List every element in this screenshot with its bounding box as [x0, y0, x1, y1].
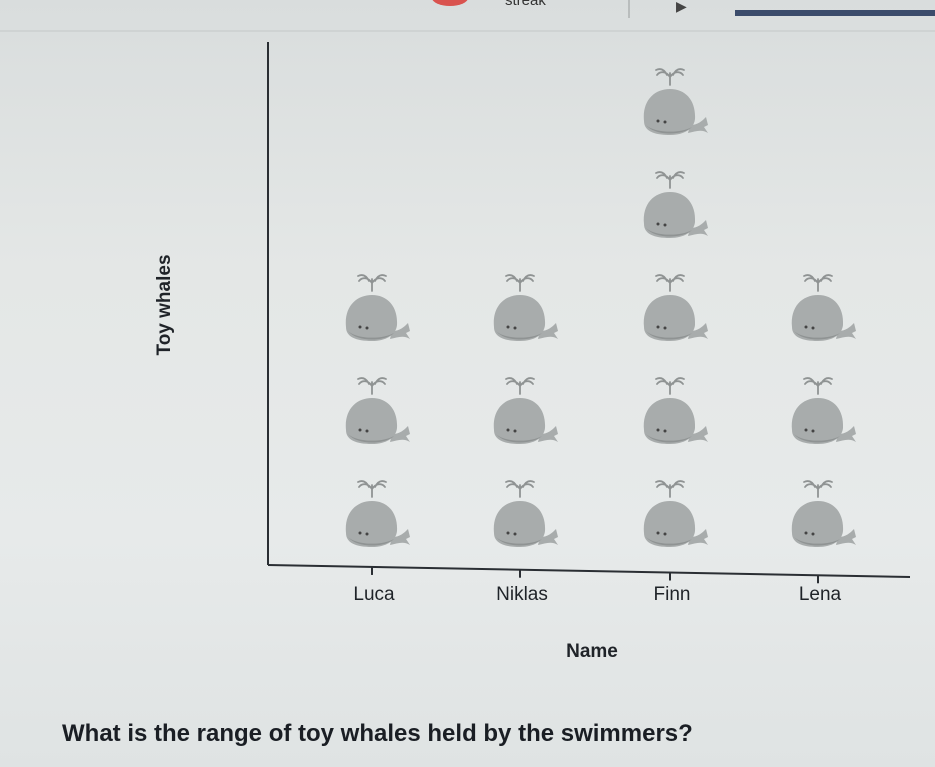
whale-icon — [643, 274, 708, 341]
top-bar: streak ▶ — [0, 0, 935, 30]
streak-flame-icon — [432, 0, 468, 6]
whale-icon — [345, 274, 410, 341]
whale-icon — [643, 480, 708, 547]
top-divider — [628, 0, 630, 18]
whale-icon — [791, 274, 856, 341]
progress-bar — [735, 10, 935, 16]
whale-icon — [345, 480, 410, 547]
whale-icon — [493, 480, 558, 547]
x-axis-title: Name — [566, 641, 618, 662]
whale-icon — [493, 377, 558, 444]
x-tick-label: Finn — [654, 584, 691, 605]
question-text: What is the range of toy whales held by … — [62, 720, 693, 747]
pictograph-chart: Luca Niklas Finn Lena Name Toy whales — [154, 42, 911, 662]
whale-icon — [643, 68, 708, 135]
whale-icon — [345, 377, 410, 444]
whale-icon — [643, 377, 708, 444]
whale-icon — [643, 171, 708, 238]
whale-icon — [791, 377, 856, 444]
x-tick-label: Luca — [353, 584, 395, 605]
y-axis-title: Toy whales — [154, 254, 175, 355]
x-tick-label: Lena — [799, 584, 842, 605]
x-tick-label: Niklas — [496, 584, 548, 605]
progress-bar-fill — [735, 10, 935, 16]
x-axis-line — [267, 564, 911, 578]
streak-label: streak — [505, 0, 546, 9]
next-arrow-icon[interactable]: ▶ — [676, 0, 687, 14]
whale-icon — [791, 480, 856, 547]
header-divider — [0, 30, 935, 32]
whale-icon — [493, 274, 558, 341]
